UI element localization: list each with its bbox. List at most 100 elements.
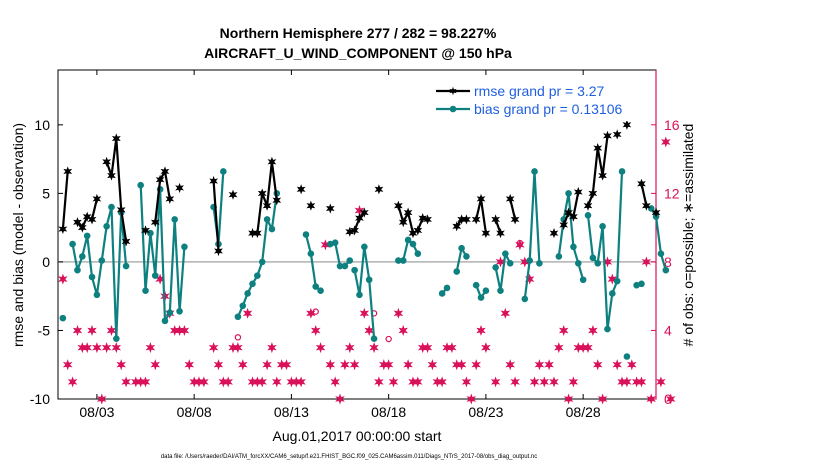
obs-possible-marker	[312, 308, 319, 315]
x-tick-label: 08/08	[177, 404, 212, 420]
bias-line-segment	[650, 207, 667, 271]
rmse-point	[569, 211, 578, 222]
bias-point	[609, 290, 616, 297]
obs-assimilated-marker	[267, 342, 277, 354]
bias-point	[142, 287, 149, 295]
bias-point	[477, 294, 485, 301]
bias-point	[258, 258, 266, 266]
obs-assimilated-marker	[140, 376, 151, 388]
obs-assimilated-marker	[271, 376, 282, 388]
obs-assimilated-marker	[626, 359, 637, 371]
bias-point	[181, 243, 188, 251]
bias-point	[79, 253, 86, 260]
bias-point	[312, 283, 320, 290]
bias-point	[531, 168, 538, 175]
obs-assimilated-marker	[583, 342, 593, 354]
obs-assimilated-marker	[461, 376, 472, 388]
bias-point	[234, 313, 242, 321]
rmse-point	[87, 214, 97, 225]
bias-point	[526, 257, 533, 264]
rmse-point	[549, 228, 559, 239]
bias-point	[113, 335, 120, 342]
obs-assimilated-marker	[199, 376, 209, 388]
bias-point	[453, 268, 461, 275]
obs-assimilated-marker	[223, 376, 234, 388]
obs-assimilated-marker	[383, 359, 394, 371]
rmse-point	[155, 174, 165, 185]
rmse-point	[262, 200, 272, 211]
obs-assimilated-marker	[656, 376, 666, 388]
rmse-line-segment	[61, 171, 69, 230]
rmse-point	[583, 200, 593, 211]
obs-assimilated-marker	[660, 136, 671, 148]
obs-count-markers	[58, 136, 676, 405]
rmse-line-segment	[509, 198, 517, 220]
obs-assimilated-marker	[72, 325, 83, 337]
rmse-point	[598, 170, 607, 181]
obs-assimilated-marker	[466, 393, 477, 405]
obs-assimilated-marker	[563, 393, 574, 405]
bias-point	[361, 243, 368, 251]
obs-assimilated-marker	[447, 342, 457, 354]
obs-assimilated-marker	[534, 359, 545, 371]
rmse-line-segment	[154, 170, 171, 223]
obs-possible-marker	[385, 335, 392, 343]
rmse-point	[325, 203, 335, 214]
bias-point	[404, 236, 412, 244]
obs-assimilated-marker	[374, 376, 384, 388]
bias-point	[657, 250, 665, 257]
bias-point	[59, 314, 67, 322]
obs-assimilated-marker	[568, 376, 579, 388]
bias-line-segment	[139, 185, 186, 322]
obs-assimilated-marker	[500, 307, 511, 319]
bias-point	[370, 335, 378, 342]
rmse-point	[257, 188, 267, 199]
obs-assimilated-marker	[344, 342, 355, 354]
rmse-point	[77, 222, 87, 233]
rmse-point	[559, 219, 569, 230]
rmse-point	[423, 214, 432, 225]
obs-assimilated-marker	[369, 342, 379, 354]
rmse-point	[355, 213, 364, 224]
bias-point	[613, 277, 621, 285]
bias-point	[584, 212, 592, 219]
rmse-point	[350, 225, 359, 236]
x-tick-label: 08/03	[79, 404, 114, 420]
data-file-footnote: data file: /Users/raeder/DAI/ATM_forcXX/…	[161, 454, 537, 460]
rmse-point	[573, 186, 583, 198]
y-right-tick-label: 4	[664, 322, 672, 338]
y-left-tick-label: -5	[38, 322, 51, 338]
obs-assimilated-marker	[597, 393, 608, 405]
bias-point	[438, 290, 446, 297]
obs-assimilated-marker	[646, 393, 657, 405]
obs-assimilated-marker	[340, 359, 350, 371]
rmse-point	[593, 143, 603, 154]
obs-assimilated-marker	[111, 342, 122, 354]
rmse-point	[121, 236, 131, 247]
obs-assimilated-marker	[96, 393, 107, 405]
obs-assimilated-marker	[359, 307, 370, 319]
rmse-point	[141, 225, 150, 236]
obs-assimilated-marker	[665, 393, 676, 405]
rmse-point	[471, 214, 481, 225]
rmse-point	[267, 156, 277, 167]
rmse-point	[73, 217, 82, 228]
x-axis-label: Aug.01,2017 00:00:00 start	[273, 428, 442, 444]
rmse-point	[175, 182, 184, 193]
obs-possible-marker	[516, 239, 524, 247]
rmse-point	[214, 245, 223, 257]
obs-assimilated-marker	[349, 359, 360, 371]
rmse-point	[393, 200, 403, 211]
obs-assimilated-marker	[257, 376, 268, 388]
y-axis-left-label: rmse and bias (model - observation)	[10, 123, 26, 347]
rmse-line-segment	[212, 180, 220, 252]
rmse-point	[505, 193, 515, 204]
bias-point	[176, 307, 183, 315]
rmse-point	[165, 193, 175, 204]
bias-point	[331, 239, 339, 247]
rmse-point	[612, 129, 622, 140]
obs-possible-marker	[234, 334, 242, 341]
bias-point	[336, 262, 344, 270]
y-left-tick-label: -10	[30, 391, 50, 407]
rmse-point	[418, 213, 428, 224]
